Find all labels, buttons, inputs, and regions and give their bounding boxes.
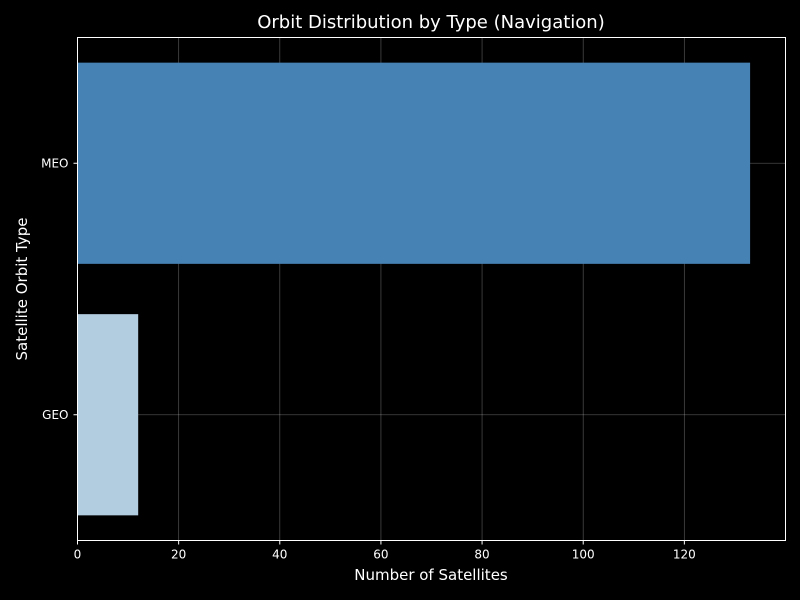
y-tick-label-geo: GEO [42, 408, 68, 422]
x-tick-label: 120 [673, 548, 696, 562]
chart-title: Orbit Distribution by Type (Navigation) [257, 12, 605, 33]
bar-meo [77, 62, 751, 264]
y-tick-label-meo: MEO [41, 156, 68, 170]
x-tick-label: 0 [74, 548, 82, 562]
y-axis-label: Satellite Orbit Type [13, 218, 31, 361]
x-axis-label: Number of Satellites [354, 566, 508, 584]
bars-layer [77, 62, 751, 516]
x-tick-label: 20 [171, 548, 186, 562]
ticks-layer: 0 20 40 60 80 100 120 GEO MEO [41, 156, 696, 561]
bar-geo [77, 314, 139, 516]
plot-frame [77, 37, 786, 541]
x-tick-label: 100 [572, 548, 595, 562]
x-tick-label: 60 [373, 548, 388, 562]
x-tick-label: 80 [474, 548, 489, 562]
x-tick-label: 40 [272, 548, 287, 562]
